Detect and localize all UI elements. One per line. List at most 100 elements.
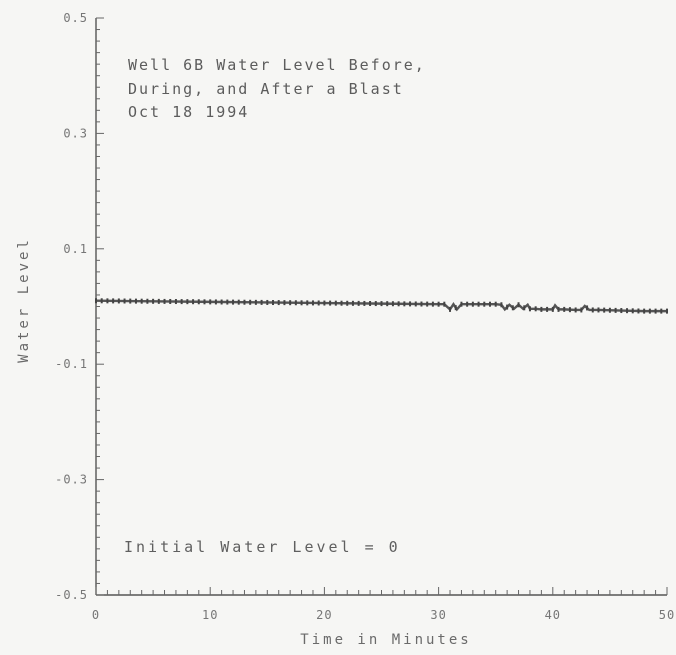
series-point [294, 300, 297, 306]
series-point [249, 299, 252, 305]
y-tick-label: -0.3 [55, 473, 88, 487]
series-point [488, 301, 491, 307]
series-point [289, 300, 292, 306]
series-point [471, 301, 474, 307]
series-point [666, 308, 668, 314]
series-point [380, 301, 383, 307]
series-point [568, 307, 571, 313]
series-point [443, 301, 446, 307]
series-point [397, 301, 400, 307]
series-point [580, 307, 583, 313]
y-tick-label: 0.5 [63, 11, 88, 25]
series-point [226, 299, 229, 305]
series-point [340, 300, 343, 306]
series-point [626, 308, 629, 314]
series-point [329, 300, 332, 306]
series-point [363, 300, 366, 306]
series-point [591, 307, 594, 313]
series-point [174, 299, 177, 305]
series-point [306, 300, 309, 306]
series-point [586, 305, 589, 311]
series-point [129, 298, 132, 304]
series-point [551, 306, 554, 312]
series-point [357, 300, 360, 306]
series-point [243, 299, 246, 305]
series-point [369, 300, 372, 306]
series-point [477, 301, 480, 307]
series-point [232, 299, 235, 305]
series-point [431, 301, 434, 307]
series-point [214, 299, 217, 305]
series-point [106, 298, 109, 304]
series-point [534, 306, 537, 312]
series-point [220, 299, 223, 305]
series-point [386, 301, 389, 307]
series-point [346, 300, 349, 306]
series-point [237, 299, 240, 305]
series-point [557, 306, 560, 312]
series-point [517, 302, 520, 308]
series-point [409, 301, 412, 307]
series-point [283, 300, 286, 306]
series-point [460, 301, 463, 307]
x-tick-label: 30 [430, 608, 446, 622]
series-point [637, 308, 640, 314]
series-point [437, 301, 440, 307]
series-point [100, 298, 103, 304]
series-point [620, 308, 623, 314]
series-point [414, 301, 417, 307]
series-point [528, 306, 531, 312]
series-layer [95, 298, 668, 314]
series-point [374, 301, 377, 307]
series-point [180, 299, 183, 305]
series-point [95, 298, 97, 304]
y-axis-label: Water Level [16, 237, 32, 363]
series-point [157, 298, 160, 304]
y-tick-label: -0.1 [55, 357, 88, 371]
series-point [614, 307, 617, 313]
series-point [506, 304, 509, 310]
series-point [631, 308, 634, 314]
series-point [192, 299, 195, 305]
series-point [317, 300, 320, 306]
series-point [597, 307, 600, 313]
series-point [266, 299, 269, 305]
series-point [403, 301, 406, 307]
series-point [466, 301, 469, 307]
series-point [146, 298, 149, 304]
series-point [277, 300, 280, 306]
series-point [351, 300, 354, 306]
x-tick-label: 20 [316, 608, 332, 622]
series-point [500, 302, 503, 308]
series-point [272, 300, 275, 306]
series-point [449, 306, 452, 312]
y-tick-label: 0.3 [63, 126, 88, 140]
series-point [648, 308, 651, 314]
series-point [152, 298, 155, 304]
series-point [603, 307, 606, 313]
series-point [540, 306, 543, 312]
series-point [311, 300, 314, 306]
initial-level-annotation: Initial Water Level = 0 [124, 538, 401, 556]
chart-title-line-3: Oct 18 1994 [128, 103, 249, 121]
series-point [546, 306, 549, 312]
x-tick-label: 40 [545, 608, 561, 622]
series-point [643, 308, 646, 314]
series-point [140, 298, 143, 304]
series-point [426, 301, 429, 307]
series-point [494, 301, 497, 307]
x-tick-label: 50 [659, 608, 675, 622]
series-point [123, 298, 126, 304]
series-point [420, 301, 423, 307]
series-point [186, 299, 189, 305]
series-point [112, 298, 115, 304]
series-point [511, 305, 514, 311]
series-point [454, 305, 457, 311]
series-point [209, 299, 212, 305]
series-point [323, 300, 326, 306]
series-point [203, 299, 206, 305]
y-tick-label: -0.5 [55, 588, 88, 602]
series-point [483, 301, 486, 307]
